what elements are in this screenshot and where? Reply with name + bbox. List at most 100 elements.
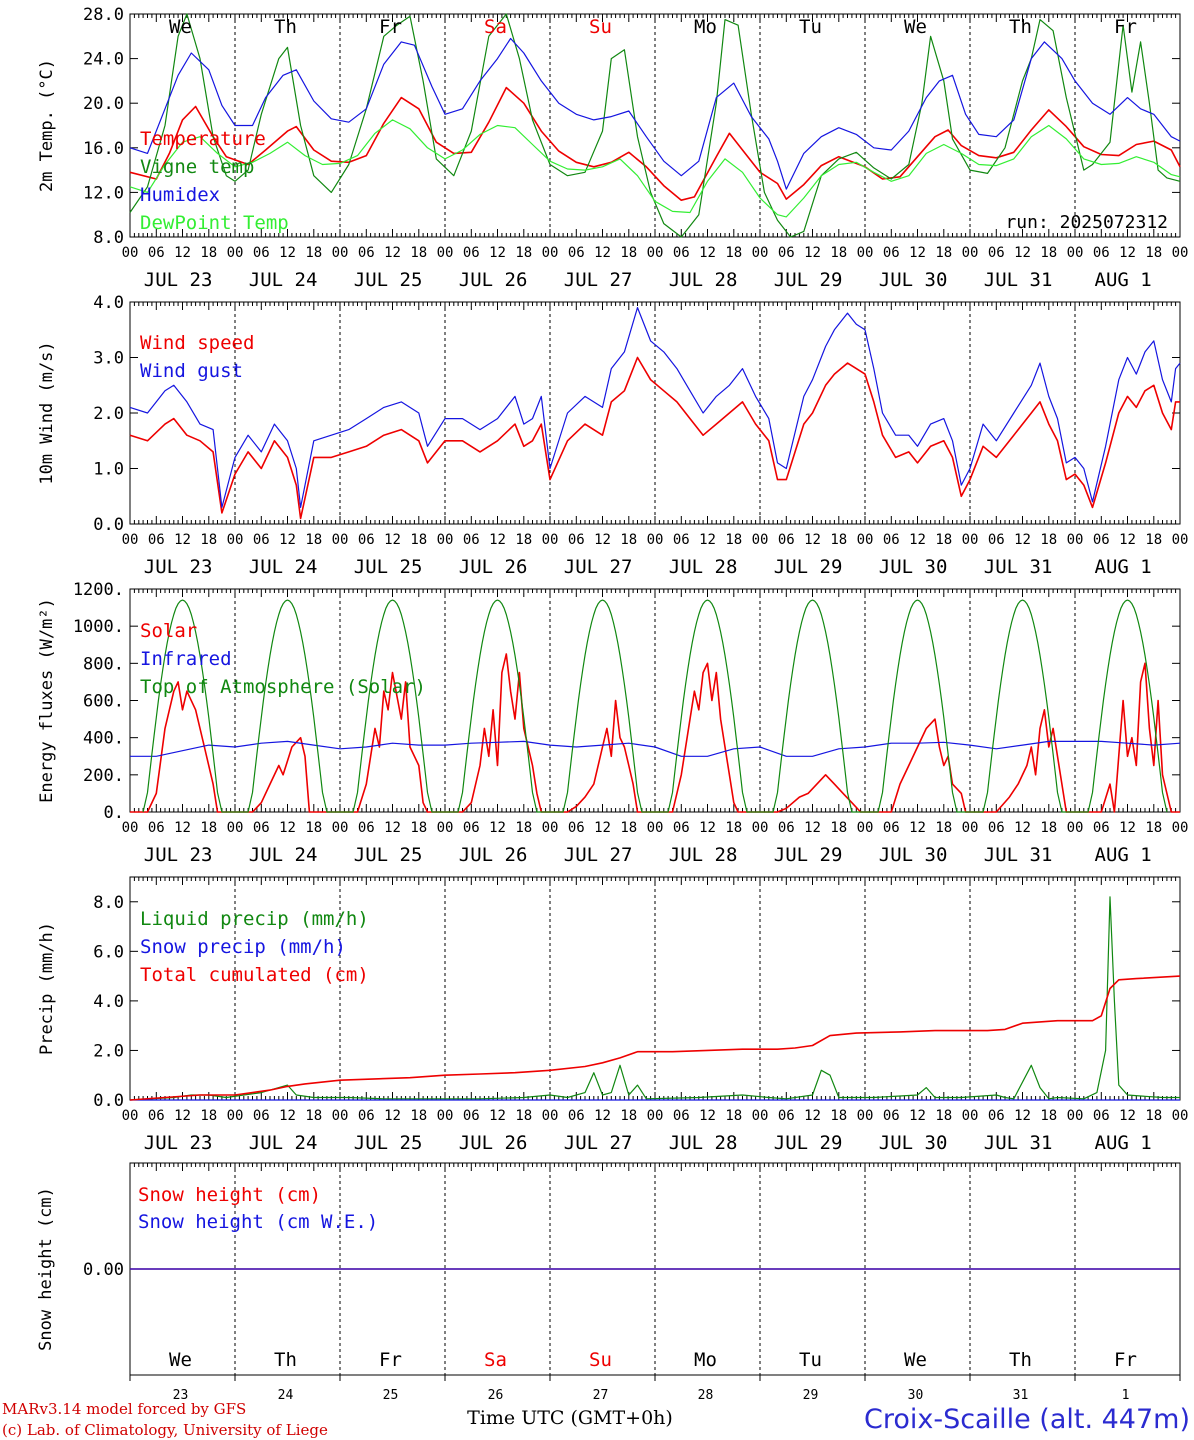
hour-label: 18 [830,532,847,548]
hour-label: 12 [279,820,296,836]
hour-label: 06 [463,1108,480,1124]
day-name: Fr [1114,1349,1137,1371]
hour-label: 00 [227,820,244,836]
hour-label: 06 [148,820,165,836]
hour-label: 12 [1014,245,1031,261]
hour-label: 06 [673,245,690,261]
hour-label: 06 [253,245,270,261]
hour-label: 12 [489,1108,506,1124]
series-line-humidex [129,37,1181,190]
legend-entry: Wind gust [140,360,243,382]
date-label: JUL 31 [984,844,1053,866]
hour-label: 12 [279,1108,296,1124]
date-label: JUL 30 [879,844,948,866]
hour-label: 12 [489,820,506,836]
hour-label: 12 [699,1108,716,1124]
y-tick-label: 400. [83,729,124,749]
hour-label: 18 [1145,532,1162,548]
y-tick-label: 12.0 [83,183,124,203]
hour-label: 12 [174,532,191,548]
hour-label: 12 [1119,532,1136,548]
date-label: JUL 27 [564,556,633,578]
hour-label: 18 [1145,245,1162,261]
hour-label: 06 [1093,532,1110,548]
date-label: JUL 27 [564,1132,633,1154]
hour-label: 12 [279,245,296,261]
day-number: 28 [698,1388,714,1403]
hour-label: 06 [358,532,375,548]
run-label: run: 2025072312 [1005,212,1168,233]
hour-label: 12 [1014,820,1031,836]
legend-entry: Snow height (cm) [138,1184,321,1206]
y-tick-label: 8.0 [93,893,124,913]
hour-label: 06 [148,1108,165,1124]
day-name: We [169,16,192,38]
hour-label: 00 [227,245,244,261]
y-tick-label: 0.0 [93,515,124,535]
hour-label: 18 [1040,245,1057,261]
hour-label: 00 [1067,820,1084,836]
hour-label: 12 [1119,820,1136,836]
day-name: Th [274,1349,297,1371]
date-label: JUL 28 [669,269,738,291]
series-line-dewpoint-temp [129,119,1181,218]
hour-label: 06 [1093,820,1110,836]
hour-label: 06 [988,245,1005,261]
hour-label: 00 [647,532,664,548]
hour-label: 00 [122,1108,139,1124]
day-number: 27 [593,1388,609,1403]
date-label: JUL 25 [354,556,423,578]
hour-label: 00 [332,1108,349,1124]
y-tick-label: 200. [83,766,124,786]
legend-entry: Snow height (cm W.E.) [138,1211,378,1233]
date-label: AUG 1 [1095,844,1152,866]
hour-label: 06 [358,245,375,261]
date-label: JUL 28 [669,1132,738,1154]
day-name: Fr [379,16,402,38]
legend-entry: Infrared [140,648,232,670]
hour-label: 00 [1067,1108,1084,1124]
date-label: JUL 24 [249,269,318,291]
hour-label: 06 [673,532,690,548]
hour-label: 06 [463,532,480,548]
hour-label: 18 [200,532,217,548]
date-label: JUL 31 [984,269,1053,291]
hour-label: 18 [1145,820,1162,836]
hour-label: 06 [568,245,585,261]
hour-label: 06 [253,820,270,836]
day-name: Su [589,16,612,38]
hour-label: 00 [542,1108,559,1124]
hour-label: 18 [515,245,532,261]
legend-entry: Wind speed [140,332,254,354]
hour-label: 00 [332,532,349,548]
hour-label: 00 [332,820,349,836]
hour-label: 00 [857,820,874,836]
date-label: JUL 29 [774,1132,843,1154]
hour-label: 00 [752,532,769,548]
day-number: 29 [803,1388,819,1403]
date-label: JUL 24 [249,1132,318,1154]
date-label: JUL 25 [354,269,423,291]
date-label: AUG 1 [1095,556,1152,578]
hour-label: 12 [279,532,296,548]
hour-label: 18 [1040,1108,1057,1124]
day-number: 26 [488,1388,504,1403]
day-number: 23 [173,1388,189,1403]
y-tick-label: 0.0 [93,1091,124,1111]
hour-ticks [129,14,1181,237]
hour-label: 18 [830,245,847,261]
legend-entry: DewPoint Temp [140,212,289,234]
date-label: JUL 25 [354,1132,423,1154]
hour-label: 06 [1093,1108,1110,1124]
y-tick-label: 0. [104,803,124,823]
date-label: JUL 31 [984,556,1053,578]
hour-label: 06 [568,532,585,548]
hour-label: 06 [883,820,900,836]
hour-label: 06 [253,1108,270,1124]
y-tick-label: 24.0 [83,50,124,70]
hour-label: 00 [542,532,559,548]
hour-label: 18 [620,820,637,836]
hour-label: 18 [410,820,427,836]
hour-label: 00 [962,532,979,548]
